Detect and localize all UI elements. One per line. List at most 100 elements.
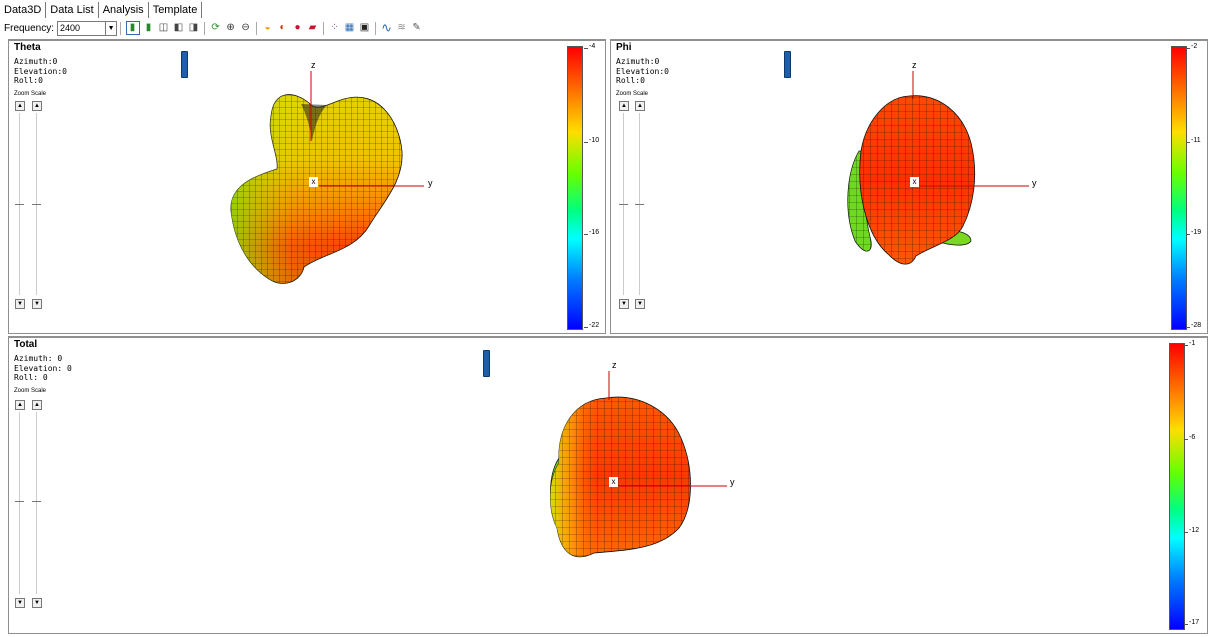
- theta-panel: Theta Azimuth:0 Elevation:0 Roll:0 Zoom …: [8, 39, 606, 334]
- scale-slider-down-button[interactable]: ▼: [32, 598, 42, 608]
- radiation-pattern-3d[interactable]: [9, 338, 1207, 633]
- azimuth-readout: Azimuth:0: [616, 57, 660, 66]
- total-panel: Total Azimuth: 0 Elevation: 0 Roll: 0 Zo…: [8, 336, 1208, 634]
- snapshot-icon[interactable]: ▣: [359, 22, 370, 33]
- z-axis-label: z: [311, 60, 316, 70]
- zoom-slider-down-button[interactable]: ▼: [15, 299, 25, 309]
- colorbar-tick: -22: [583, 322, 600, 329]
- roll-readout: Roll:0: [14, 76, 43, 85]
- colorbar-scale: [1169, 343, 1185, 630]
- y-axis-label: y: [428, 178, 433, 188]
- roll-readout: Roll: 0: [14, 373, 48, 382]
- zoom-slider-thumb[interactable]: [619, 204, 628, 207]
- panel-title: Phi: [616, 42, 632, 53]
- scale-slider-down-button[interactable]: ▼: [32, 299, 42, 309]
- view-angles: Azimuth:0 Elevation:0 Roll:0: [14, 57, 67, 86]
- zoom-scale-label: Zoom Scale: [14, 388, 47, 394]
- scale-slider-up-button[interactable]: ▲: [635, 101, 645, 111]
- azimuth-readout: Azimuth: 0: [14, 354, 63, 363]
- device-phone-icon: [483, 350, 490, 377]
- colorbar-tick: -2: [1185, 43, 1198, 50]
- sphere-red-icon[interactable]: ●: [294, 22, 301, 33]
- edit-icon[interactable]: ✎: [412, 22, 421, 33]
- frequency-label: Frequency:: [4, 22, 55, 34]
- toolbar-divider: [120, 21, 122, 35]
- colorbar-tick: -6: [1183, 434, 1196, 441]
- frequency-select[interactable]: 2400 ▼: [57, 20, 118, 36]
- view-front-icon[interactable]: ◫: [158, 22, 169, 33]
- zoom-slider-up-button[interactable]: ▲: [15, 101, 25, 111]
- colorbar-tick: -17: [1183, 619, 1200, 626]
- colorbar-tick: -4: [583, 43, 596, 50]
- tab-data3d[interactable]: Data3D: [0, 2, 47, 18]
- toolbar: Frequency: 2400 ▼ ▮ ▮ ◫ ◧ ◨ ⟳ ⊕ ⊖ ◒ ◐ ● …: [0, 19, 1208, 37]
- multi-wave-icon[interactable]: ≋: [397, 22, 406, 33]
- rotate-icon[interactable]: ⟳: [211, 22, 220, 33]
- sphere-split-icon[interactable]: ◐: [279, 22, 286, 33]
- colorbar-tick: -11: [1186, 137, 1201, 144]
- scale-slider-thumb[interactable]: [32, 501, 41, 504]
- sine-wave-icon[interactable]: ∿: [381, 20, 392, 35]
- colorbar-tick: -16: [583, 229, 600, 236]
- scale-slider-thumb[interactable]: [635, 204, 644, 207]
- chart-icon[interactable]: ▦: [344, 22, 355, 33]
- zoom-in-icon[interactable]: ⊕: [226, 22, 235, 33]
- x-axis-label: x: [309, 177, 318, 187]
- zoom-slider-up-button[interactable]: ▲: [619, 101, 629, 111]
- azimuth-readout: Azimuth:0: [14, 57, 58, 66]
- phi-panel: Phi Azimuth:0 Elevation:0 Roll:0 Zoom Sc…: [610, 39, 1208, 334]
- scale-slider-down-button[interactable]: ▼: [635, 299, 645, 309]
- zoom-slider-up-button[interactable]: ▲: [15, 400, 25, 410]
- roll-readout: Roll:0: [616, 76, 645, 85]
- tab-data-list[interactable]: Data List: [46, 2, 99, 18]
- scale-slider-up-button[interactable]: ▲: [32, 101, 42, 111]
- sphere-half-icon[interactable]: ◒: [264, 22, 271, 33]
- zoom-slider-down-button[interactable]: ▼: [15, 598, 25, 608]
- zoom-slider-track[interactable]: [19, 412, 29, 594]
- tab-analysis[interactable]: Analysis: [99, 2, 149, 18]
- colorbar-tick: -12: [1183, 527, 1200, 534]
- toolbar-divider: [256, 21, 258, 35]
- radiation-pattern-3d[interactable]: [611, 41, 1207, 333]
- phone-green-icon[interactable]: ▮: [125, 21, 140, 35]
- tab-template[interactable]: Template: [149, 2, 203, 18]
- scatter-icon[interactable]: ⁘: [330, 22, 339, 33]
- panel-title: Theta: [14, 42, 41, 53]
- x-axis-label: x: [609, 477, 618, 487]
- colorbar-tick: -10: [583, 137, 600, 144]
- colorbar-scale: [1171, 46, 1187, 330]
- zoom-out-icon[interactable]: ⊖: [241, 22, 250, 33]
- colorbar-tick: -28: [1185, 322, 1202, 329]
- scale-slider-track[interactable]: [36, 412, 46, 594]
- zoom-scale-label: Zoom Scale: [14, 91, 47, 97]
- zoom-scale-label: Zoom Scale: [616, 91, 649, 97]
- cut-icon[interactable]: ▰: [308, 22, 317, 33]
- radiation-pattern-3d[interactable]: [9, 41, 605, 333]
- toolbar-divider: [323, 21, 325, 35]
- device-phone-icon: [181, 51, 188, 78]
- view-angles: Azimuth:0 Elevation:0 Roll:0: [616, 57, 669, 86]
- tab-bar: Data3D Data List Analysis Template: [0, 0, 1208, 18]
- view-top-icon[interactable]: ◨: [188, 22, 199, 33]
- view-side-icon[interactable]: ◧: [173, 22, 184, 33]
- elevation-readout: Elevation: 0: [14, 363, 72, 373]
- elevation-readout: Elevation:0: [616, 66, 669, 76]
- panel-title: Total: [14, 339, 38, 350]
- colorbar-tick: -19: [1185, 229, 1202, 236]
- toolbar-divider: [375, 21, 377, 35]
- device-phone-icon: [784, 51, 791, 78]
- scale-slider-up-button[interactable]: ▲: [32, 400, 42, 410]
- view-angles: Azimuth: 0 Elevation: 0 Roll: 0: [14, 354, 72, 383]
- zoom-slider-down-button[interactable]: ▼: [619, 299, 629, 309]
- y-axis-label: y: [1032, 178, 1037, 188]
- elevation-readout: Elevation:0: [14, 66, 67, 76]
- y-axis-label: y: [730, 477, 735, 487]
- scale-slider-thumb[interactable]: [32, 204, 41, 207]
- chevron-down-icon[interactable]: ▼: [105, 21, 116, 35]
- zoom-slider-thumb[interactable]: [15, 204, 24, 207]
- x-axis-label: x: [910, 177, 919, 187]
- phone-green-small-icon[interactable]: ▮: [145, 22, 152, 33]
- z-axis-label: z: [612, 360, 617, 370]
- zoom-slider-thumb[interactable]: [15, 501, 24, 504]
- z-axis-label: z: [912, 60, 917, 70]
